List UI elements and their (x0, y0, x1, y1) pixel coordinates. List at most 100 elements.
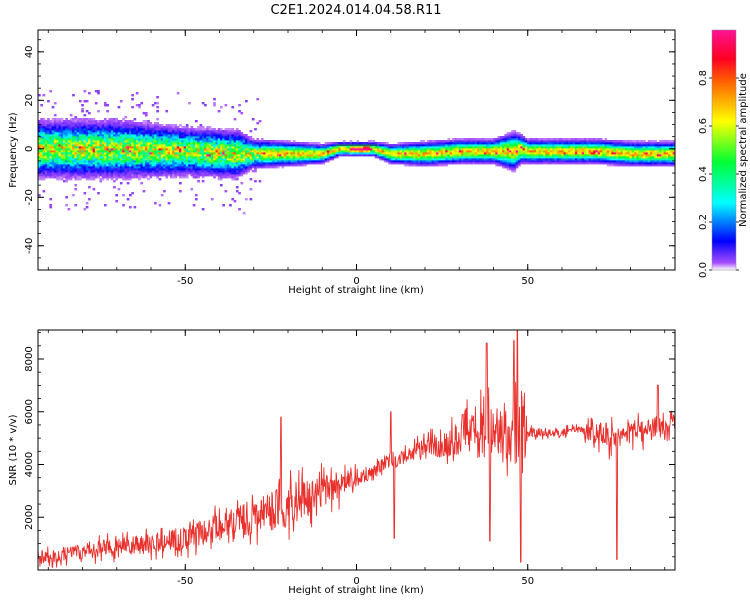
heatmap-cell (51, 124, 55, 127)
heatmap-cell (467, 142, 471, 145)
heatmap-cell (197, 144, 200, 147)
heatmap-cell (338, 142, 341, 145)
heatmap-cell (554, 156, 558, 159)
heatmap-cell (656, 152, 660, 155)
heatmap-cell (493, 144, 496, 147)
heatmap-cell (356, 142, 360, 145)
heatmap-cell (179, 140, 182, 143)
heatmap-cell (194, 142, 198, 145)
heatmap-cell (258, 148, 262, 151)
heatmap-cell (413, 158, 417, 161)
heatmap-cell (56, 156, 59, 159)
heatmap-cell (158, 146, 162, 149)
heatmap-cell (529, 144, 533, 147)
heatmap-cell (72, 140, 75, 143)
heatmap-cell (386, 154, 389, 157)
heatmap-cell (527, 158, 530, 161)
heatmap-cell (295, 144, 298, 147)
heatmap-cell (67, 146, 71, 149)
heatmap-cell (481, 140, 485, 143)
heatmap-cell (151, 168, 155, 171)
heatmap-cell (570, 144, 574, 147)
heatmap-cell (417, 158, 421, 161)
heatmap-cell (406, 164, 410, 167)
heatmap-cell (249, 150, 253, 153)
heatmap-cell (515, 166, 519, 169)
heatmap-cell (292, 162, 296, 165)
heatmap-cell (183, 144, 187, 147)
heatmap-cell (427, 144, 430, 147)
heatmap-cell (201, 142, 205, 145)
heatmap-cell (479, 140, 483, 143)
heatmap-cell (92, 128, 96, 131)
heatmap-cell (461, 148, 464, 151)
heatmap-cell (185, 142, 189, 145)
heatmap-cell (94, 176, 98, 179)
heatmap-cell (226, 174, 230, 177)
heatmap-cell (240, 112, 244, 115)
heatmap-cell (199, 156, 203, 159)
heatmap-cell (160, 144, 164, 147)
heatmap-cell (140, 172, 144, 175)
heatmap-cell (167, 132, 171, 135)
heatmap-cell (103, 132, 107, 135)
heatmap-cell (83, 120, 87, 123)
heatmap-cell (126, 130, 130, 133)
heatmap-cell (240, 174, 244, 177)
heatmap-cell (565, 142, 569, 145)
heatmap-cell (151, 126, 155, 129)
heatmap-cell (249, 142, 253, 145)
heatmap-cell (197, 152, 200, 155)
heatmap-cell (656, 160, 660, 163)
heatmap-cell (545, 144, 548, 147)
heatmap-cell (229, 166, 232, 169)
heatmap-cell (99, 124, 103, 127)
heatmap-cell (497, 146, 501, 149)
heatmap-cell (174, 136, 178, 139)
heatmap-cell (547, 146, 551, 149)
heatmap-cell (117, 164, 121, 167)
heatmap-cell (563, 148, 567, 151)
heatmap-cell (345, 152, 348, 155)
heatmap-cell (49, 130, 53, 133)
heatmap-cell (561, 158, 564, 161)
heatmap-cell (518, 142, 521, 145)
heatmap-cell (249, 154, 253, 157)
heatmap-cell (176, 148, 180, 151)
heatmap-cell (208, 168, 212, 171)
heatmap-cell (133, 134, 137, 137)
heatmap-cell (440, 154, 444, 157)
heatmap-cell (97, 122, 100, 125)
heatmap-cell (317, 142, 321, 145)
heatmap-cell (163, 162, 166, 165)
heatmap-cell (135, 122, 139, 125)
heatmap-cell (85, 138, 89, 141)
heatmap-cell (251, 166, 255, 169)
heatmap-cell (456, 144, 460, 147)
heatmap-cell (83, 144, 87, 147)
heatmap-cell (549, 150, 553, 153)
heatmap-cell (456, 150, 460, 153)
heatmap-cell (440, 158, 444, 161)
heatmap-cell (165, 124, 169, 127)
heatmap-cell (235, 136, 239, 139)
heatmap-cell (99, 166, 103, 169)
heatmap-cell (108, 156, 112, 159)
heatmap-cell (556, 140, 560, 143)
heatmap-cell (151, 172, 155, 175)
heatmap-cell (149, 144, 153, 147)
heatmap-cell (69, 128, 73, 131)
heatmap-cell (247, 168, 250, 171)
heatmap-cell (124, 132, 128, 135)
heatmap-cell (144, 176, 148, 179)
heatmap-cell (53, 142, 57, 145)
heatmap-cell (63, 144, 66, 147)
heatmap-cell (42, 132, 46, 135)
heatmap-cell (320, 154, 323, 157)
heatmap-cell (144, 114, 148, 117)
heatmap-cell (549, 154, 553, 157)
heatmap-cell (179, 176, 182, 179)
heatmap-cell (56, 122, 59, 125)
heatmap-cell (386, 158, 389, 161)
heatmap-cell (192, 142, 196, 145)
